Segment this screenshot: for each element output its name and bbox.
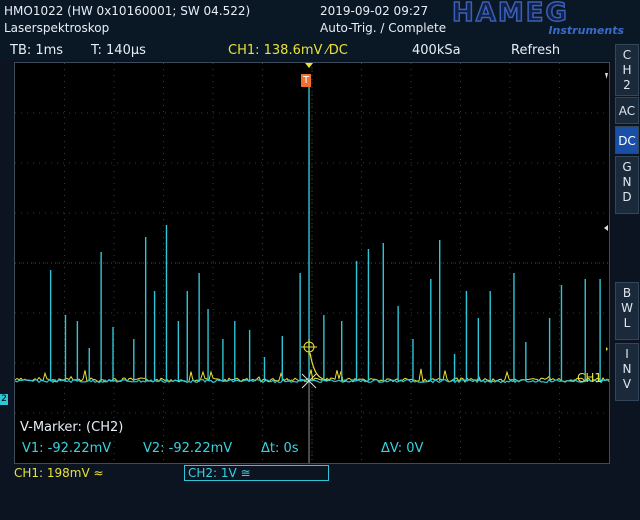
ch1-trace-label: CH1 [577,371,603,385]
marker-delta-v: ΔV: 0V [381,441,424,456]
timebase-readout[interactable]: TB: 1ms [10,43,64,58]
trigger-time-readout[interactable]: T: 140µs [91,43,146,58]
trigger-pos-arrow [305,63,314,68]
device-info: HMO1022 (HW 0x10160001; SW 04.522) [4,4,251,18]
marker-overlays [301,63,608,463]
date-time: 2019-09-02 09:27 [320,4,429,18]
side-gnd-text: GND [622,160,632,204]
info-bar: TB: 1ms T: 140µs CH1: 138.6mV ⁄DC 400kSa… [0,40,640,60]
marker-delta-t: Δt: 0s [261,441,299,456]
sample-rate-readout: 400kSa [412,43,461,58]
ch1-baseline [15,368,609,384]
logo-word: HAMEG [451,0,569,29]
cross-marker-b [301,373,317,389]
bottom-bar [0,464,640,520]
trigger-status: Auto-Trig. / Complete [320,21,447,35]
marker-v1[interactable]: V1: -92.22mV [22,441,112,456]
logo-sub: Instruments [548,24,624,37]
side-channel-label: CH2 [615,44,639,96]
side-bwl-button[interactable]: BWL [615,282,639,340]
ch2-baseline [15,378,609,384]
marker-title: V-Marker: (CH2) [20,420,124,435]
ch1-scale[interactable]: CH1: 198mV ≈ [14,466,104,480]
level-arrow-right [604,225,608,231]
ch2-ground-marker[interactable]: 2 [0,394,8,405]
ch2-scale[interactable]: CH2: 1V ≅ [184,465,329,481]
ch1-level-arrow [606,347,608,351]
side-bwl-text: BWL [621,286,633,330]
header-bar: HMO1022 (HW 0x10160001; SW 04.522) Laser… [0,0,640,40]
hameg-logo: HAMEG Instruments [451,0,628,38]
side-dc-button[interactable]: DC [615,126,639,154]
side-inv-button[interactable]: INV [615,343,639,401]
side-inv-text: INV [622,347,632,391]
marker-v2[interactable]: V2: -92.22mV [143,441,233,456]
side-ac-button[interactable]: AC [615,97,639,124]
trigger-position-tag[interactable]: T [301,74,311,87]
side-channel-text: CH2 [622,48,632,92]
ch1-trigger-readout[interactable]: CH1: 138.6mV ⁄DC [228,43,348,58]
ch1-trace [15,352,609,384]
waveform-canvas [15,63,609,463]
acquisition-mode[interactable]: Refresh [511,43,561,58]
side-gnd-button[interactable]: GND [615,156,639,214]
scroll-top-arrow [605,73,608,79]
ch2-trace [15,81,609,384]
graticule [15,63,609,463]
document-title: Laserspektroskop [4,21,110,35]
waveform-display[interactable]: V-Marker: (CH2) V1: -92.22mV V2: -92.22m… [14,62,610,464]
ch1-decay [309,352,331,382]
